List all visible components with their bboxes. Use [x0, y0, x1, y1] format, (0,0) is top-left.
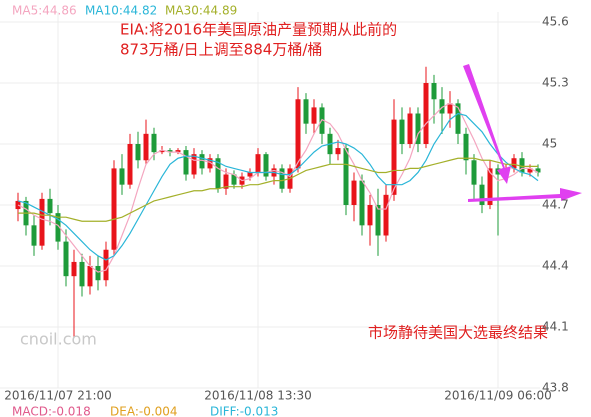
candle-body: [375, 205, 381, 236]
candle-body: [151, 133, 157, 153]
candle-body: [31, 225, 37, 246]
candle-body: [111, 168, 117, 250]
candle-body: [207, 158, 213, 169]
arrow: [468, 188, 582, 202]
indicator-label: DEA:-0.004: [110, 405, 178, 417]
x-tick-label: 2016/11/08 13:30: [204, 389, 312, 403]
candle-body: [447, 103, 453, 114]
ma-line: [17, 112, 539, 261]
candle-body: [231, 174, 237, 185]
candle-body: [119, 168, 125, 185]
candle-body: [143, 133, 149, 161]
arrows: [463, 64, 582, 202]
plot: [15, 66, 541, 338]
ma-line: [18, 157, 538, 222]
legend-entry: MA10:44.82: [85, 4, 157, 18]
candle-body: [367, 205, 373, 226]
candle-body: [95, 266, 101, 281]
candle-body: [223, 174, 229, 189]
candle-body: [535, 168, 541, 173]
candle-body: [311, 107, 317, 124]
y-tick-label: 44.7: [542, 198, 569, 212]
candle-body: [519, 158, 525, 173]
candle-body: [103, 249, 109, 281]
y-tick-label: 44.4: [542, 259, 569, 273]
candle-body: [247, 172, 253, 177]
candle-body: [415, 113, 421, 144]
candle-body: [431, 83, 437, 100]
candle-body: [87, 266, 93, 287]
candle-body: [399, 119, 405, 144]
candle-body: [423, 83, 429, 144]
candle-body: [135, 144, 141, 161]
candle-body: [351, 180, 357, 205]
candle-body: [487, 168, 493, 205]
candle-body: [303, 99, 309, 124]
y-tick-label: 43.8: [542, 381, 569, 395]
candle-body: [391, 119, 397, 195]
candle-body: [199, 154, 205, 169]
candle-body: [343, 148, 349, 205]
candle-body: [359, 180, 365, 226]
candle-body: [167, 150, 173, 153]
annotation: EIA:将2016年美国原油产量预期从此前的: [120, 21, 397, 39]
indicator-label: DIFF:-0.013: [210, 405, 278, 417]
x-tick-label: 2016/11/09 06:00: [444, 389, 552, 403]
candle-body: [71, 261, 77, 277]
y-tick-label: 45.3: [542, 76, 569, 90]
candle-body: [479, 184, 485, 205]
candle-body: [511, 158, 517, 169]
candle-body: [39, 198, 45, 246]
candle-body: [255, 154, 261, 173]
x-tick-label: 2016/11/07 21:00: [4, 389, 112, 403]
indicator-label: MACD:-0.018: [12, 405, 91, 417]
annotation: 市场静待美国大选最终结果: [368, 324, 548, 342]
candle-body: [527, 168, 533, 173]
legend-entry: MA30:44.89: [165, 4, 237, 18]
arrow: [463, 64, 511, 184]
candle-body: [47, 198, 53, 214]
candle-body: [175, 150, 181, 153]
y-tick-label: 44.1: [542, 320, 569, 334]
candle-body: [335, 148, 341, 155]
candle-body: [439, 99, 445, 114]
y-tick-label: 45: [542, 137, 557, 151]
candle-body: [279, 168, 285, 189]
candle-body: [383, 194, 389, 236]
candle-body: [191, 154, 197, 175]
watermark: cnoil.com: [20, 330, 97, 349]
candle-body: [127, 144, 133, 185]
legend-entry: MA5:44.86: [12, 4, 77, 18]
candle-body: [55, 213, 61, 242]
candle-body: [407, 113, 413, 144]
ma-line: [17, 102, 539, 273]
candle-body: [471, 160, 477, 185]
candle-body: [495, 168, 501, 175]
candle-body: [263, 154, 269, 177]
candle-body: [63, 241, 69, 277]
y-tick-label: 45.6: [542, 15, 569, 29]
annotation: 873万桶/日上调至884万桶/桶: [120, 41, 322, 59]
candle-body: [159, 150, 165, 153]
candle-body: [463, 133, 469, 161]
candle-body: [455, 103, 461, 134]
candle-body: [295, 99, 301, 169]
candle-body: [215, 158, 221, 189]
candle-body: [79, 261, 85, 287]
candle-body: [183, 150, 189, 175]
